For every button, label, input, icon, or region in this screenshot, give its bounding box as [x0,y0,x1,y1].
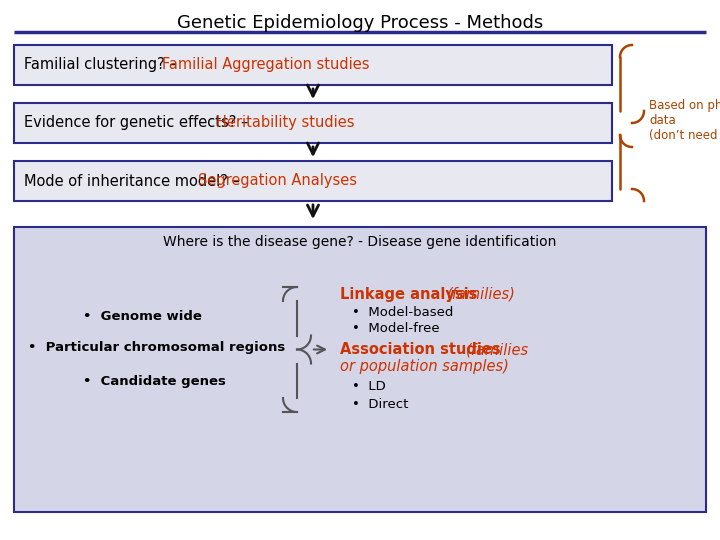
Text: or population samples): or population samples) [340,359,509,374]
FancyBboxPatch shape [14,45,612,85]
Text: Genetic Epidemiology Process - Methods: Genetic Epidemiology Process - Methods [177,14,543,32]
FancyBboxPatch shape [14,103,612,143]
Text: (families: (families [466,342,529,357]
Text: data: data [649,113,676,126]
Text: Association studies: Association studies [340,342,505,357]
FancyBboxPatch shape [14,227,706,512]
Text: Segregation Analyses: Segregation Analyses [198,173,357,188]
Text: •  Candidate genes: • Candidate genes [83,375,226,388]
Text: •  Direct: • Direct [352,397,408,410]
Text: (don’t need DNA): (don’t need DNA) [649,129,720,141]
Text: •  Genome wide: • Genome wide [83,310,202,323]
FancyBboxPatch shape [14,161,612,201]
Text: Based on phenotype: Based on phenotype [649,98,720,111]
Text: (families): (families) [447,287,516,301]
Text: Heritability studies: Heritability studies [216,116,354,131]
Text: Familial Aggregation studies: Familial Aggregation studies [162,57,369,72]
Text: Where is the disease gene? - Disease gene identification: Where is the disease gene? - Disease gen… [163,235,557,249]
Text: •  Particular chromosomal regions: • Particular chromosomal regions [28,341,285,354]
Text: Familial clustering? –: Familial clustering? – [24,57,181,72]
Text: Evidence for genetic effects? –: Evidence for genetic effects? – [24,116,253,131]
Text: •  Model-based: • Model-based [352,306,454,319]
Text: •  LD: • LD [352,381,386,394]
Text: •  Model-free: • Model-free [352,322,440,335]
Text: Linkage analysis: Linkage analysis [340,287,482,301]
Text: Mode of inheritance model? –: Mode of inheritance model? – [24,173,245,188]
